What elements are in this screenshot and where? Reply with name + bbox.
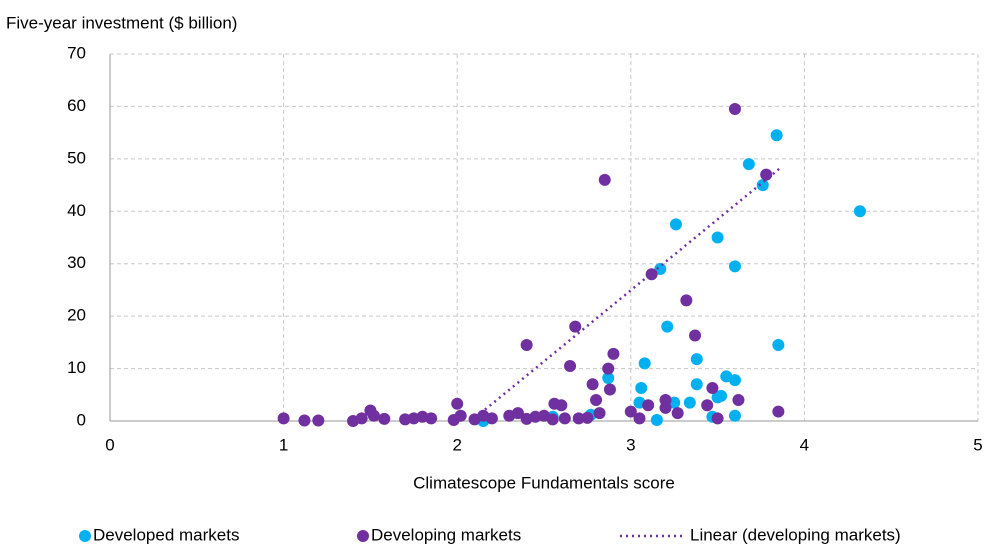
legend-marker xyxy=(357,530,369,542)
y-tick-label: 20 xyxy=(67,306,86,325)
legend-label: Developing markets xyxy=(371,525,521,544)
point xyxy=(558,412,571,425)
point xyxy=(603,383,616,396)
y-tick-label: 10 xyxy=(67,358,86,377)
point xyxy=(654,262,667,275)
point xyxy=(590,394,603,407)
legend-label: Developed markets xyxy=(93,525,239,544)
y-tick-label: 60 xyxy=(67,96,86,115)
point xyxy=(564,359,577,372)
x-tick-label: 0 xyxy=(105,435,114,454)
point xyxy=(468,413,481,426)
point xyxy=(671,407,684,420)
point xyxy=(683,396,696,409)
x-tick-label: 5 xyxy=(973,435,982,454)
point xyxy=(669,218,682,231)
point xyxy=(277,412,290,425)
point xyxy=(689,329,702,342)
point xyxy=(635,381,648,394)
point xyxy=(581,411,594,424)
point xyxy=(772,338,785,351)
legend-label: Linear (developing markets) xyxy=(690,525,901,544)
point xyxy=(378,412,391,425)
point xyxy=(760,168,773,181)
point xyxy=(598,173,611,186)
point xyxy=(593,407,606,420)
point xyxy=(711,412,724,425)
point xyxy=(701,399,714,412)
point xyxy=(407,412,420,425)
point xyxy=(347,415,360,427)
point xyxy=(728,103,741,116)
point xyxy=(706,381,719,394)
point xyxy=(853,205,866,218)
point xyxy=(711,231,724,244)
x-tick-label: 4 xyxy=(800,435,809,454)
point xyxy=(503,409,516,422)
point xyxy=(680,294,693,307)
point xyxy=(624,405,637,418)
legend-marker xyxy=(79,530,91,542)
point xyxy=(638,357,651,370)
point xyxy=(732,394,745,407)
trendline xyxy=(470,165,783,422)
point xyxy=(690,378,703,391)
point xyxy=(642,399,655,412)
point xyxy=(607,347,620,360)
point xyxy=(633,412,646,425)
point xyxy=(728,374,741,387)
point xyxy=(546,413,559,426)
x-tick-label: 2 xyxy=(452,435,461,454)
point xyxy=(770,129,783,142)
x-tick-label: 3 xyxy=(626,435,635,454)
y-tick-label: 30 xyxy=(67,253,86,272)
point xyxy=(572,412,585,425)
point xyxy=(520,338,533,351)
point xyxy=(690,353,703,366)
point xyxy=(728,409,741,422)
x-axis-title: Climatescope Fundamentals score xyxy=(413,473,675,492)
point xyxy=(772,405,785,418)
point xyxy=(520,412,533,425)
point xyxy=(650,413,663,426)
point xyxy=(555,399,568,412)
point xyxy=(602,372,615,385)
point xyxy=(364,404,377,417)
point xyxy=(312,414,325,427)
y-axis-title: Five-year investment ($ billion) xyxy=(6,13,237,32)
point xyxy=(447,413,460,426)
point xyxy=(399,413,412,426)
point xyxy=(661,320,674,333)
point xyxy=(715,389,728,402)
point xyxy=(645,268,658,281)
y-tick-label: 50 xyxy=(67,148,86,167)
point xyxy=(742,158,755,171)
y-tick-label: 70 xyxy=(67,43,86,62)
point xyxy=(659,401,672,414)
point xyxy=(569,320,582,333)
point xyxy=(602,362,615,375)
point xyxy=(728,260,741,273)
y-tick-label: 40 xyxy=(67,201,86,220)
x-tick-label: 1 xyxy=(279,435,288,454)
point xyxy=(298,414,311,427)
point xyxy=(756,179,769,192)
point xyxy=(586,378,599,391)
y-tick-label: 0 xyxy=(77,410,86,429)
point xyxy=(451,397,464,410)
